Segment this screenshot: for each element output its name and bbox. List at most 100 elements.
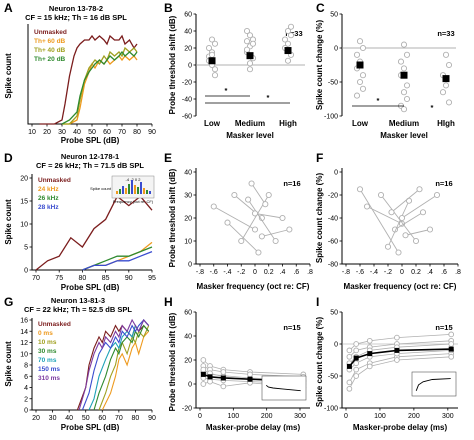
panel-f-pair-line: [380, 194, 417, 242]
panel-a-x-tick-label: 70: [118, 129, 126, 136]
panel-i-mean-marker: [353, 355, 359, 361]
panel-b-point: [243, 38, 251, 45]
panel-e-point: [224, 219, 231, 226]
panel-d-series-line: [35, 195, 153, 271]
panel-f-x-tick-label: 0.2: [411, 269, 421, 276]
panel-f-y-tick-label: -40: [328, 216, 338, 223]
panel-e-n: n=16: [283, 179, 300, 188]
panel-b-star: *: [267, 93, 270, 102]
panel-f-pair-line: [391, 188, 420, 213]
panel-d-inset-bar: [128, 184, 130, 194]
panel-c-x-tick-label: Medium: [389, 119, 419, 128]
panel-g-y-tick-label: 0: [24, 408, 28, 415]
panel-i-n: n=15: [435, 323, 452, 332]
panel-f-x-tick-label: .8: [455, 269, 461, 276]
panel-i-xlabel: Masker-probe delay (ms): [353, 423, 448, 432]
panel-g-x-tick-label: 60: [98, 415, 106, 422]
panel-label-d: D: [4, 151, 13, 165]
panel-b-point: [208, 51, 216, 58]
panel-b-point: [246, 66, 254, 73]
panel-i-point: [448, 331, 455, 338]
panel-a-x-tick-label: 30: [58, 129, 66, 136]
panel-d-title: Neuron 12-178-1: [61, 152, 119, 161]
panel-f-ylabel: Spike count change (%): [315, 173, 324, 264]
panel-d-inset-bar: [125, 188, 127, 194]
panel-d-inset-xlabel: Frequency (oct re: CF): [113, 199, 154, 204]
panel-e-x-tick-label: -.6: [210, 269, 218, 276]
panel-e-y-tick-label: 30: [184, 193, 192, 200]
panel-e-point: [262, 201, 269, 208]
panel-g-series-line: [81, 319, 150, 411]
panel-h-x-tick-label: 100: [227, 413, 239, 420]
panel-f-point: [402, 232, 409, 239]
panel-c-point: [403, 82, 411, 89]
panel-a-legend-item: Unmasked: [34, 29, 67, 36]
panel-f-pair-line: [387, 200, 410, 247]
panel-c-n: n=33: [437, 29, 454, 38]
panel-e-x-tick-label: 0.2: [264, 269, 274, 276]
panel-label-i: I: [316, 295, 319, 309]
panel-f-y-tick-label: -60: [328, 239, 338, 246]
panel-f-pair-line: [405, 229, 431, 236]
panel-e-x-tick-label: .6: [293, 269, 299, 276]
panel-b-point: [284, 57, 292, 64]
panel-a-subtitle: CF = 15 kHz; Th = 16 dB SPL: [25, 13, 127, 22]
panel-i-x-tick-label: 300: [442, 413, 454, 420]
panel-f-pair-line: [394, 211, 424, 230]
panel-b-point: [211, 72, 219, 79]
panel-h-point: [220, 383, 227, 390]
panel-b-xlabel: Masker level: [226, 131, 274, 140]
panel-c-point: [397, 58, 405, 65]
panel-i-point: [353, 373, 360, 379]
panel-e-point: [258, 233, 265, 240]
panel-c-point: [353, 92, 361, 99]
panel-c-point: [400, 65, 408, 72]
panel-h-xlabel: Masker-probe delay (ms): [206, 423, 301, 432]
panel-g-y-tick-label: 6: [24, 374, 28, 381]
panel-d-subtitle: CF = 26 kHz; Th = 71.5 dB SPL: [36, 161, 144, 170]
panel-e-point: [245, 196, 252, 203]
panel-c-x-tick-label: Low: [352, 119, 369, 128]
panel-i-point: [353, 347, 360, 354]
panel-h-ylabel: Probe threshold shift (dB): [168, 312, 177, 411]
panel-g-title: Neuron 13-81-3: [51, 296, 105, 305]
panel-b-y-tick-label: 40: [184, 29, 192, 36]
panel-c-y-tick-label: 0: [334, 46, 338, 53]
panel-i-mean-marker: [367, 351, 373, 357]
panel-label-e: E: [164, 151, 172, 165]
panel-h-inset-frame: [261, 375, 307, 401]
panel-e-pair-line: [254, 212, 283, 219]
panel-g-y-tick-label: 2: [24, 396, 28, 403]
panel-i-inset-frame: [411, 371, 457, 397]
panel-b-point: [246, 32, 254, 39]
panel-f-pair-line: [401, 194, 438, 219]
panel-d-inset-bar: [131, 180, 133, 194]
panel-b-point: [208, 36, 216, 43]
panel-b-x-tick-label: Medium: [235, 119, 265, 128]
panel-f-x-tick-label: -.4: [370, 269, 378, 276]
panel-f-x-tick-label: 0: [400, 269, 404, 276]
panel-h-mean-marker: [247, 376, 253, 382]
panel-f-point: [395, 249, 402, 256]
panel-c-xlabel: Masker level: [380, 131, 428, 140]
panel-b-point: [249, 40, 257, 47]
panel-a-legend-item: Th+ 20 dB: [34, 56, 66, 63]
panel-i-mean-marker: [394, 347, 400, 353]
panel-e-pair-line: [261, 229, 290, 237]
panel-i-x-tick-label: 0: [344, 413, 348, 420]
panel-i-point: [448, 353, 455, 360]
panel-c-point: [359, 85, 367, 92]
panel-c-y-tick-label: 50: [330, 12, 338, 19]
panel-b-mean-marker: [246, 52, 254, 60]
panel-d-inset-bar: [140, 182, 142, 194]
panel-c-star: *: [377, 96, 380, 105]
panel-b-star: *: [225, 86, 228, 95]
panel-d-series-line: [82, 250, 153, 271]
panel-f-y-tick-label: 0: [334, 170, 338, 177]
panel-i-mean-marker: [448, 346, 454, 352]
panel-f-x-tick-label: .4: [427, 269, 433, 276]
panel-h-point: [200, 366, 207, 373]
panel-b-mean-marker: [284, 47, 292, 55]
panel-f-point: [398, 214, 406, 222]
panel-g-x-tick-label: 80: [132, 415, 140, 422]
